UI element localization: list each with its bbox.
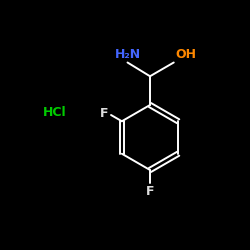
Text: F: F <box>146 185 154 198</box>
Text: HCl: HCl <box>43 106 67 119</box>
Text: H₂N: H₂N <box>114 48 140 60</box>
Text: OH: OH <box>175 48 196 60</box>
Text: F: F <box>100 107 108 120</box>
